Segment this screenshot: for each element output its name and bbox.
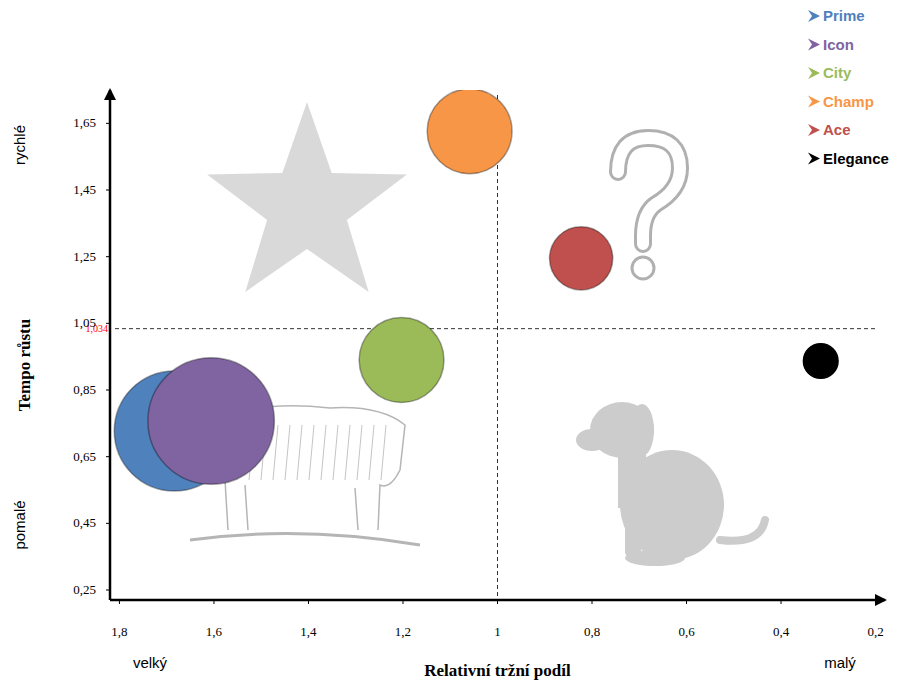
x-tick-label: 0,8	[584, 624, 600, 639]
x-tick	[308, 600, 309, 604]
cow-hatch	[333, 425, 338, 480]
legend-marker	[808, 153, 820, 165]
y-tick	[106, 256, 110, 257]
y-tick	[106, 123, 110, 124]
x-tick-label: 1,6	[206, 624, 223, 639]
bubble	[148, 358, 274, 484]
y-tick	[106, 323, 110, 324]
bubble	[803, 344, 838, 379]
dog-icon	[576, 402, 765, 566]
x-tick-label: 1,8	[111, 624, 127, 639]
reference-line	[497, 95, 498, 600]
y-tick	[106, 456, 110, 457]
cow-hatch	[297, 425, 302, 480]
cow-hatch	[321, 425, 326, 480]
y-tick-label: 1,65	[73, 115, 96, 130]
cow-icon	[190, 534, 420, 545]
x-tick	[781, 600, 782, 604]
bubbles	[114, 90, 838, 491]
y-end-label: pomalé	[11, 500, 28, 549]
y-tick-label: 0,45	[73, 515, 96, 530]
legend-marker	[808, 39, 820, 51]
y-tick-label: 0,85	[73, 382, 96, 397]
y-tick-label: 1,05	[73, 315, 96, 330]
x-end-label: velký	[133, 654, 168, 671]
y-tick	[106, 523, 110, 524]
legend-marker	[808, 96, 820, 108]
legend-marker	[808, 67, 820, 79]
legend-label: City	[823, 64, 852, 81]
y-axis-arrow	[104, 88, 116, 100]
dog-icon	[576, 429, 608, 451]
cow-hatch	[357, 425, 362, 480]
chart: 1,0341,81,61,41,210,80,60,40,20,250,450,…	[0, 0, 923, 686]
x-tick	[592, 600, 593, 604]
dog-icon	[625, 500, 641, 558]
bubble	[427, 90, 512, 174]
cow-hatch	[285, 425, 290, 480]
x-tick	[875, 600, 876, 604]
x-axis-title: Relativní tržní podíl	[424, 661, 571, 680]
y-tick-label: 1,45	[73, 182, 96, 197]
x-tick	[497, 600, 498, 604]
cow-hatch	[369, 425, 374, 480]
cow-hatch	[309, 425, 314, 480]
dog-tail	[720, 520, 765, 541]
legend: Prime Icon City Champ Ace Elegance	[808, 7, 889, 167]
x-tick	[119, 600, 120, 604]
x-tick-label: 0,4	[773, 624, 790, 639]
x-tick-label: 0,6	[678, 624, 695, 639]
y-tick-label: 0,65	[73, 449, 96, 464]
legend-marker	[808, 10, 820, 22]
x-tick-label: 1	[494, 624, 501, 639]
y-tick-label: 1,25	[73, 249, 96, 264]
x-tick-label: 1,2	[395, 624, 411, 639]
legend-label: Champ	[823, 93, 874, 110]
y-end-label: rychlé	[11, 125, 28, 165]
legend-marker	[808, 124, 820, 136]
y-tick	[106, 190, 110, 191]
x-tick	[686, 600, 687, 604]
x-tick-label: 1,4	[300, 624, 317, 639]
dog-icon	[618, 448, 646, 508]
question-icon	[618, 138, 680, 244]
star-icon	[207, 102, 407, 292]
y-tick-label: 0,25	[73, 582, 96, 597]
question-icon	[618, 138, 680, 244]
y-axis-title: Tempo růstu	[15, 319, 34, 411]
legend-label: Prime	[823, 7, 865, 24]
legend-label: Ace	[823, 121, 851, 138]
x-tick	[402, 600, 403, 604]
y-tick	[106, 390, 110, 391]
legend-label: Icon	[823, 36, 854, 53]
reference-line	[115, 328, 878, 329]
y-tick	[106, 590, 110, 591]
x-end-label: malý	[824, 654, 856, 671]
cow-hatch	[345, 425, 350, 480]
dog-icon	[625, 550, 685, 566]
bubble	[550, 227, 613, 290]
x-tick	[213, 600, 214, 604]
cow-hatch	[381, 425, 386, 480]
question-icon	[632, 257, 654, 279]
x-axis-arrow	[875, 594, 887, 606]
legend-label: Elegance	[823, 150, 889, 167]
x-tick-label: 0,2	[867, 624, 883, 639]
bubble	[359, 318, 444, 403]
